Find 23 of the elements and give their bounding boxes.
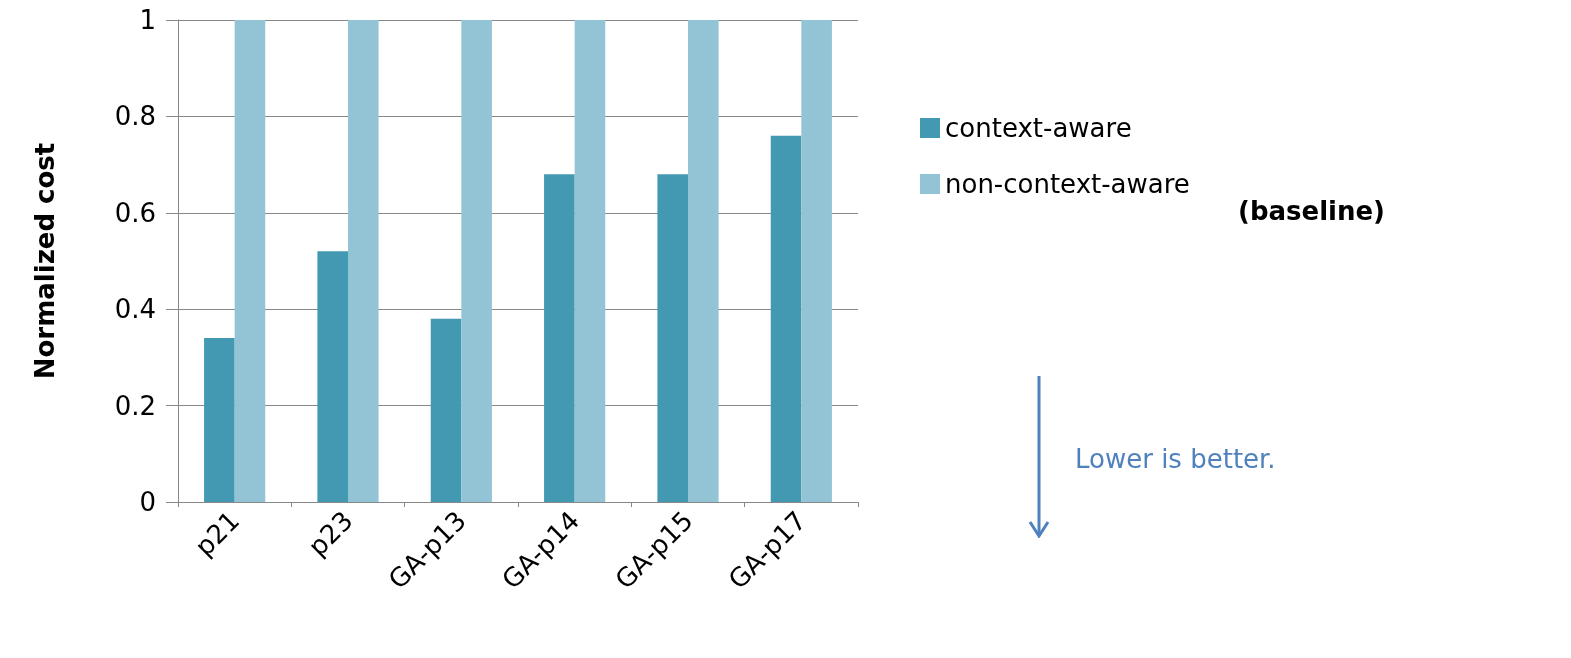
bar [461, 20, 492, 502]
y-tick-label: 0.6 [114, 197, 156, 228]
text: (baseline) [1238, 196, 1385, 226]
text: Lower is better. [1075, 444, 1276, 474]
bar [801, 20, 832, 502]
bar [657, 174, 688, 502]
bar [317, 251, 348, 502]
bar [688, 20, 719, 502]
bar [204, 338, 235, 502]
bar [770, 135, 802, 502]
y-axis-title: Normalized cost [30, 142, 60, 380]
bar [234, 20, 266, 502]
y-tick-label: 0.2 [114, 390, 156, 421]
y-tick-label: 0.4 [114, 294, 156, 325]
y-tick-label: 1 [139, 5, 156, 35]
bar [430, 318, 462, 502]
bar [348, 20, 379, 502]
legend-label: non-context-aware [945, 169, 1190, 199]
y-tick-label: 0.8 [114, 101, 156, 132]
bar [574, 20, 606, 502]
legend-label: context-aware [945, 113, 1132, 143]
bar [544, 174, 575, 502]
y-tick-label: 0 [139, 487, 156, 517]
